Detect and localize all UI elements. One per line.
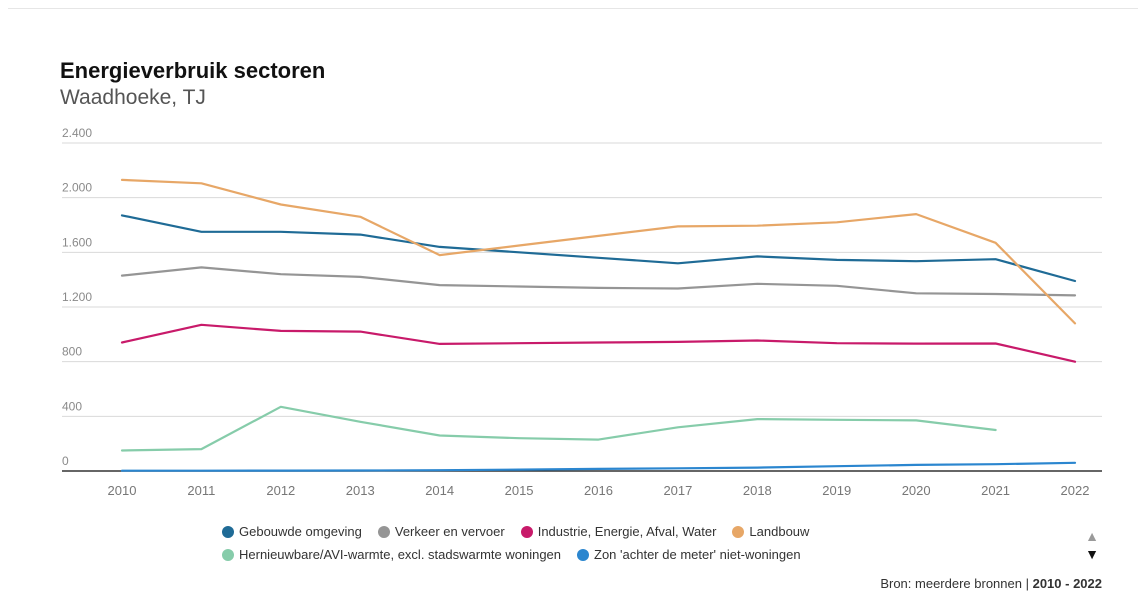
legend-item[interactable]: Verkeer en vervoer [377,524,505,539]
x-tick-label: 2014 [425,483,454,498]
legend: Gebouwde omgeving Verkeer en vervoer Indus… [222,520,1042,566]
legend-label: Landbouw [749,524,810,539]
x-tick-label: 2010 [108,483,137,498]
legend-item[interactable]: Gebouwde omgeving [222,524,362,539]
source-period: 2010 - 2022 [1032,576,1102,591]
x-tick-label: 2015 [505,483,534,498]
legend-row: Gebouwde omgeving Verkeer en vervoer Indus… [222,520,1042,543]
page-up-icon[interactable]: ▲ [1085,528,1099,544]
x-tick-label: 2013 [346,483,375,498]
legend-swatch-icon [732,525,745,538]
legend-item[interactable]: Hernieuwbare/AVI-warmte, excl. stadswarm… [222,547,561,562]
legend-item[interactable]: Zon 'achter de meter' niet-woningen [577,547,801,562]
x-tick-label: 2019 [822,483,851,498]
x-tick-label: 2011 [187,483,215,498]
source-label: Bron: meerdere bronnen [880,576,1022,591]
legend-row: Hernieuwbare/AVI-warmte, excl. stadswarm… [222,543,1042,566]
legend-swatch-icon [520,525,533,538]
series-line [120,266,1077,297]
y-tick-label: 1.600 [62,235,92,249]
legend-item[interactable]: Landbouw [732,524,809,539]
legend-swatch-icon [222,525,234,538]
y-tick-label: 2.400 [62,126,92,140]
chart-title: Energieverbruik sectoren [60,58,326,83]
legend-label: Zon 'achter de meter' niet-woningen [594,547,801,562]
y-tick-label: 0 [62,454,69,468]
x-tick-label: 2016 [584,483,613,498]
x-tick-label: 2021 [981,483,1010,498]
series-line [120,405,997,452]
legend-label: Industrie, Energie, Afval, Water [537,524,717,539]
series-line [120,178,1077,325]
legend-swatch-icon [577,548,590,561]
legend-pager: ▲ ▼ [1084,527,1100,563]
x-tick-label: 2012 [266,483,295,498]
legend-item[interactable]: Industrie, Energie, Afval, Water [520,524,717,539]
y-tick-label: 800 [62,345,82,359]
chart-subtitle: Waadhoeke, TJ [60,86,206,109]
page-down-icon[interactable]: ▼ [1085,546,1099,562]
series-line [120,214,1077,283]
legend-swatch-icon [377,525,390,538]
x-tick-label: 2020 [902,483,931,498]
chart-frame [8,8,1138,607]
y-tick-label: 400 [62,399,82,413]
y-tick-label: 1.200 [62,290,92,304]
source-note: Bron: meerdere bronnen | 2010 - 2022 [880,576,1102,591]
series-line [120,461,1077,472]
x-tick-label: 2022 [1061,483,1090,498]
series-line [120,323,1077,363]
x-tick-label: 2017 [663,483,692,498]
legend-label: Hernieuwbare/AVI-warmte, excl. stadswarm… [239,547,562,562]
y-tick-label: 2.000 [62,181,92,195]
legend-swatch-icon [222,548,234,561]
legend-label: Verkeer en vervoer [394,524,505,539]
legend-label: Gebouwde omgeving [239,524,362,539]
x-tick-label: 2018 [743,483,772,498]
